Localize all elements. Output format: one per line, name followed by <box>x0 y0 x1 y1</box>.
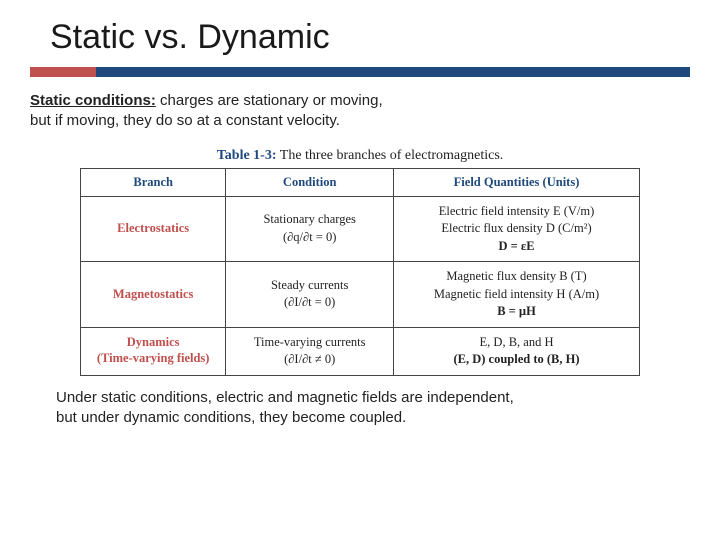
fq-cell: Electric field intensity E (V/m)Electric… <box>394 196 640 262</box>
branch-cell: Dynamics(Time-varying fields) <box>81 327 226 375</box>
page-title: Static vs. Dynamic <box>50 18 690 57</box>
fq-cell: E, D, B, and H(E, D) coupled to (B, H) <box>394 327 640 375</box>
fq-line: E, D, B, and H <box>402 334 631 352</box>
table-row: MagnetostaticsSteady currents(∂I/∂t = 0)… <box>81 262 640 328</box>
condition-sub: (∂q/∂t = 0) <box>234 229 385 247</box>
condition-cell: Time-varying currents(∂I/∂t ≠ 0) <box>226 327 394 375</box>
accent-bar-left <box>30 67 96 77</box>
footer-line2: but under dynamic conditions, they becom… <box>56 409 406 426</box>
condition-main: Time-varying currents <box>234 334 385 352</box>
fq-cell: Magnetic flux density B (T)Magnetic fiel… <box>394 262 640 328</box>
condition-sub: (∂I/∂t = 0) <box>234 294 385 312</box>
table-caption-label: Table 1-3: <box>217 148 277 163</box>
lead-paragraph: Static conditions: charges are stationar… <box>30 91 690 132</box>
table-caption: Table 1-3: The three branches of electro… <box>80 148 640 164</box>
th-condition: Condition <box>226 168 394 196</box>
branch-cell: Electrostatics <box>81 196 226 262</box>
lead-strong: Static conditions: <box>30 92 156 109</box>
fq-line: Magnetic field intensity H (A/m) <box>402 286 631 304</box>
footer-line1: Under static conditions, electric and ma… <box>56 389 514 406</box>
accent-bar-right <box>96 67 690 77</box>
fq-line: Magnetic flux density B (T) <box>402 268 631 286</box>
em-table: Branch Condition Field Quantities (Units… <box>80 168 640 376</box>
footer-note: Under static conditions, electric and ma… <box>56 388 690 429</box>
fq-line: D = εE <box>402 238 631 256</box>
slide: Static vs. Dynamic Static conditions: ch… <box>0 0 720 540</box>
table-header-row: Branch Condition Field Quantities (Units… <box>81 168 640 196</box>
condition-sub: (∂I/∂t ≠ 0) <box>234 351 385 369</box>
fq-line: B = µH <box>402 303 631 321</box>
lead-line2: but if moving, they do so at a constant … <box>30 112 340 129</box>
table-row: ElectrostaticsStationary charges(∂q/∂t =… <box>81 196 640 262</box>
th-fq: Field Quantities (Units) <box>394 168 640 196</box>
lead-rest1: charges are stationary or moving, <box>156 92 383 109</box>
condition-main: Stationary charges <box>234 211 385 229</box>
th-branch: Branch <box>81 168 226 196</box>
condition-cell: Stationary charges(∂q/∂t = 0) <box>226 196 394 262</box>
condition-main: Steady currents <box>234 277 385 295</box>
branch-sub: (Time-varying fields) <box>89 350 217 368</box>
table-row: Dynamics(Time-varying fields)Time-varyin… <box>81 327 640 375</box>
table-container: Table 1-3: The three branches of electro… <box>80 148 640 376</box>
fq-line: (E, D) coupled to (B, H) <box>402 351 631 369</box>
branch-cell: Magnetostatics <box>81 262 226 328</box>
fq-line: Electric flux density D (C/m²) <box>402 220 631 238</box>
table-body: ElectrostaticsStationary charges(∂q/∂t =… <box>81 196 640 375</box>
accent-bar <box>30 67 690 77</box>
fq-line: Electric field intensity E (V/m) <box>402 203 631 221</box>
condition-cell: Steady currents(∂I/∂t = 0) <box>226 262 394 328</box>
table-caption-rest: The three branches of electromagnetics. <box>277 148 504 163</box>
